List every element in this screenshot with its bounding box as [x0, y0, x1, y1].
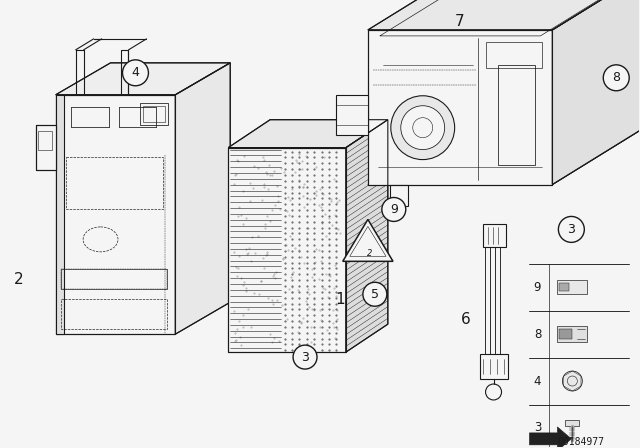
Polygon shape: [483, 224, 506, 247]
Polygon shape: [559, 329, 572, 339]
Circle shape: [391, 96, 454, 159]
Polygon shape: [56, 63, 230, 95]
Text: 2: 2: [14, 272, 24, 287]
Polygon shape: [529, 427, 572, 448]
Polygon shape: [56, 95, 175, 334]
Text: 4: 4: [534, 375, 541, 388]
Text: 6: 6: [461, 312, 470, 327]
Text: 7: 7: [455, 14, 465, 30]
Text: 3: 3: [568, 223, 575, 236]
Polygon shape: [346, 120, 388, 352]
Circle shape: [563, 371, 582, 391]
Text: 8: 8: [612, 71, 620, 84]
Text: 4: 4: [132, 66, 140, 79]
Circle shape: [604, 65, 629, 91]
Circle shape: [293, 345, 317, 369]
Text: 3: 3: [534, 422, 541, 435]
Polygon shape: [557, 326, 588, 342]
Circle shape: [363, 282, 387, 306]
Text: 9: 9: [534, 281, 541, 294]
Text: 1: 1: [335, 292, 345, 307]
Text: 8: 8: [534, 327, 541, 340]
Polygon shape: [390, 185, 408, 207]
Polygon shape: [56, 95, 63, 334]
Text: 2: 2: [367, 249, 372, 258]
Polygon shape: [565, 420, 579, 426]
Polygon shape: [557, 280, 588, 294]
Polygon shape: [343, 220, 393, 261]
Polygon shape: [368, 30, 552, 185]
Circle shape: [401, 106, 445, 150]
Circle shape: [122, 60, 148, 86]
Polygon shape: [336, 95, 368, 135]
Polygon shape: [228, 148, 346, 352]
Polygon shape: [479, 354, 508, 379]
Polygon shape: [559, 283, 570, 291]
Text: 9: 9: [390, 203, 397, 216]
Text: 3: 3: [301, 351, 309, 364]
Circle shape: [382, 198, 406, 221]
Polygon shape: [368, 129, 640, 185]
Text: 00184977: 00184977: [558, 437, 605, 447]
Polygon shape: [175, 63, 230, 334]
Polygon shape: [368, 0, 640, 30]
Polygon shape: [552, 0, 640, 185]
Circle shape: [558, 216, 584, 242]
Polygon shape: [228, 120, 388, 148]
Polygon shape: [36, 125, 56, 169]
Text: 5: 5: [371, 288, 379, 301]
